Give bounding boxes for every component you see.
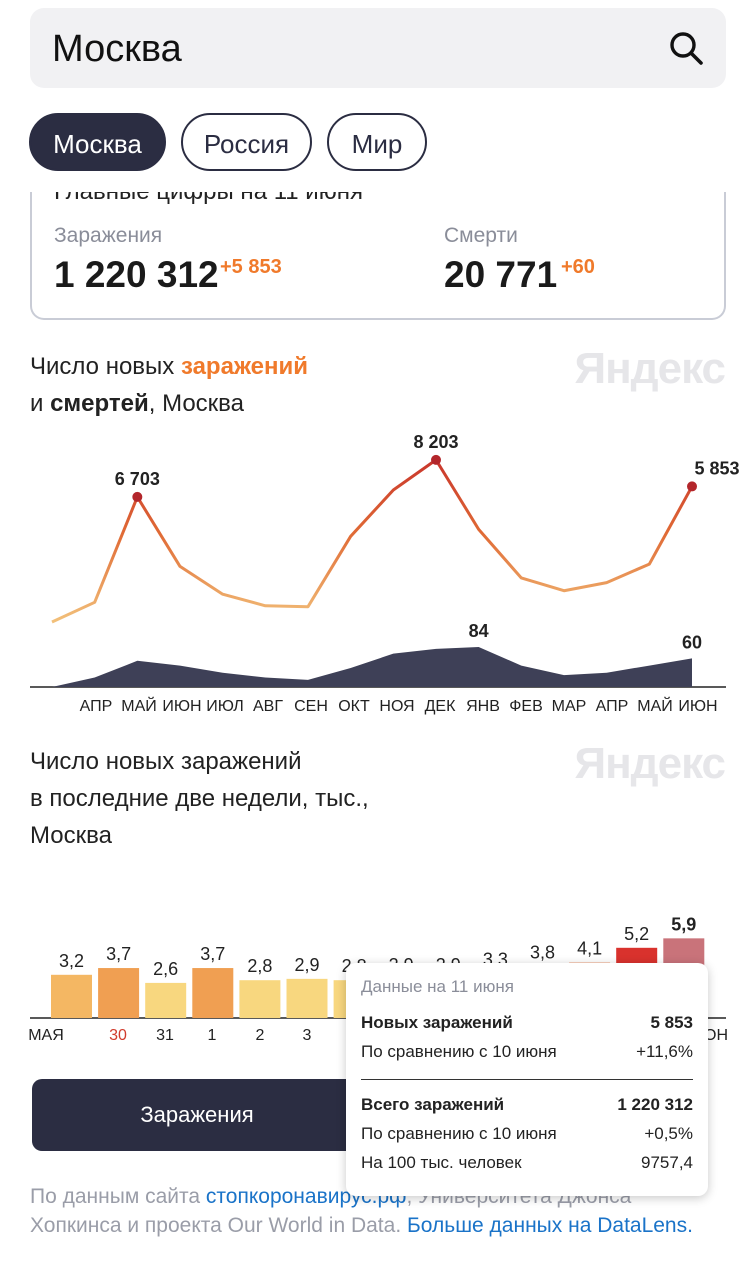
- chart2-tick-label: МАЯ: [28, 1027, 64, 1044]
- chart2-title: Число новых заражений в последние две не…: [30, 743, 369, 854]
- chart1-month-label: МАЙ: [121, 696, 157, 715]
- tooltip-cmp2-row: По сравнению с 10 июня +0,5%: [361, 1124, 693, 1144]
- chart2-title-line2: в последние две недели, тыс.,: [30, 785, 369, 812]
- cases-series-line: [51, 458, 694, 624]
- tooltip-cmp2-label: По сравнению с 10 июня: [361, 1124, 557, 1143]
- bar-value-label: 2,9: [294, 955, 319, 975]
- cases-peak-label: 8 203: [413, 432, 458, 452]
- yandex-watermark: Яндекс: [574, 344, 726, 393]
- chart1-month-label: ЯНВ: [466, 698, 500, 715]
- tab-russia[interactable]: Россия: [181, 113, 312, 171]
- summary-card: Главные цифры на 11 июня Заражения 1 220…: [30, 192, 726, 320]
- tooltip-cmp1-row: По сравнению с 10 июня +11,6%: [361, 1042, 693, 1062]
- chart1-month-label: АПР: [596, 698, 629, 715]
- tooltip-new-row: Новых заражений 5 853: [361, 1013, 693, 1033]
- cases-peak-label: 6 703: [115, 469, 160, 489]
- footer-text: По данным сайта: [30, 1185, 206, 1208]
- tooltip-per100-label: На 100 тыс. человек: [361, 1153, 522, 1172]
- bar: [192, 968, 234, 1018]
- chart2-title-line3: Москва: [30, 822, 112, 849]
- chart2-title-line1: Число новых заражений: [30, 748, 302, 775]
- bar: [51, 974, 92, 1018]
- infections-delta: +5 853: [220, 256, 282, 278]
- chart1-month-label: ДЕК: [425, 698, 457, 715]
- chart1-title-text: Число новых: [30, 353, 181, 380]
- chart2-tick-label: 1: [208, 1027, 217, 1044]
- chart1-month-label: ИЮН: [162, 698, 201, 715]
- infections-button[interactable]: Заражения: [32, 1079, 362, 1151]
- bar: [286, 978, 328, 1018]
- yandex-watermark-2: Яндекс: [574, 739, 726, 788]
- chart1-month-label: МАР: [552, 698, 587, 715]
- bar-value-label: 2,6: [153, 959, 178, 979]
- chart1-month-label: НОЯ: [379, 698, 414, 715]
- chart-tooltip: Данные на 11 июня Новых заражений 5 853 …: [346, 963, 708, 1196]
- chart2-tick-label: 2: [256, 1027, 265, 1044]
- bar-value-label: 3,8: [530, 943, 555, 963]
- deaths-total: 20 771: [444, 254, 558, 295]
- cases-peak-label: 5 853: [694, 458, 739, 478]
- cases-peak-point: [132, 491, 143, 502]
- bar-value-label: 2,8: [247, 956, 272, 976]
- chart1-month-label: ФЕВ: [509, 698, 543, 715]
- search-query[interactable]: Москва: [52, 28, 182, 70]
- chart1-month-label: ИЮЛ: [206, 698, 243, 715]
- datalens-link[interactable]: Больше данных на DataLens.: [407, 1214, 693, 1237]
- bar-value-label: 5,2: [624, 924, 649, 944]
- chart1-title-text2: и: [30, 390, 51, 417]
- chart1-month-label: ОКТ: [338, 698, 370, 715]
- bar-value-label: 4,1: [577, 939, 602, 959]
- footer-sources: По данным сайта стопкоронавирус.рф, Унив…: [30, 1182, 710, 1240]
- cases-deaths-line-chart[interactable]: 6 703 8 203 5 853 84 60 АПР МАЙ ИЮН ИЮЛ АВГ СЕН ОКТ…: [0, 425, 755, 725]
- bar: [98, 968, 140, 1018]
- tooltip-new-label: Новых заражений: [361, 1013, 513, 1032]
- tooltip-cmp2-value: +0,5%: [644, 1124, 693, 1143]
- chart1-month-label: МАЙ: [637, 696, 673, 715]
- tab-moscow[interactable]: Москва: [29, 113, 166, 171]
- deaths-label: Смерти: [444, 224, 518, 247]
- deaths-peak-label: 84: [469, 621, 489, 641]
- chart2-tick-label: ОН: [704, 1027, 728, 1044]
- bar: [145, 982, 187, 1018]
- cases-peak-point: [687, 481, 697, 492]
- tooltip-total-label: Всего заражений: [361, 1095, 505, 1114]
- bar-value-label: 3,7: [106, 944, 131, 964]
- deaths-delta: +60: [561, 256, 595, 278]
- deaths-series-area: [52, 647, 692, 687]
- bar: [239, 980, 281, 1018]
- search-bar[interactable]: Москва: [30, 8, 726, 88]
- tooltip-per100-value: 9757,4: [641, 1153, 693, 1172]
- tooltip-divider: [361, 1079, 693, 1080]
- tooltip-per100-row: На 100 тыс. человек 9757,4: [361, 1153, 693, 1173]
- infections-label: Заражения: [54, 224, 163, 247]
- chart1-title-infections: заражений: [180, 353, 308, 380]
- tooltip-new-value: 5 853: [650, 1013, 693, 1032]
- search-icon[interactable]: [668, 30, 704, 66]
- bar-value-label: 3,2: [59, 951, 84, 971]
- tooltip-date: Данные на 11 июня: [361, 977, 514, 996]
- chart1-month-label: АПР: [80, 698, 113, 715]
- chart1-month-label: ИЮН: [678, 698, 717, 715]
- chart2-tick-label: 30: [109, 1027, 127, 1044]
- bar-value-label: 3,7: [200, 944, 225, 964]
- tooltip-cmp1-value: +11,6%: [636, 1042, 693, 1061]
- chart2-tick-label: 31: [156, 1027, 174, 1044]
- deaths-peak-label: 60: [682, 632, 702, 652]
- chart1-month-label: АВГ: [253, 698, 283, 715]
- tooltip-total-row: Всего заражений 1 220 312: [361, 1095, 693, 1115]
- tooltip-cmp1-label: По сравнению с 10 июня: [361, 1042, 557, 1061]
- summary-header: Главные цифры на 11 июня: [54, 192, 363, 206]
- bar-value-label: 5,9: [671, 914, 696, 934]
- chart1-title: Число новых заражений и смертей, Москва: [30, 348, 308, 422]
- chart1-title-deaths: смертей: [50, 390, 149, 417]
- chart1-title-region: , Москва: [148, 390, 245, 417]
- chart2-tick-label: 3: [303, 1027, 312, 1044]
- cases-peak-point: [431, 454, 441, 465]
- tooltip-total-value: 1 220 312: [617, 1095, 693, 1114]
- chart1-month-label: СЕН: [294, 698, 328, 715]
- tab-world[interactable]: Мир: [327, 113, 427, 171]
- infections-total: 1 220 312: [54, 254, 219, 295]
